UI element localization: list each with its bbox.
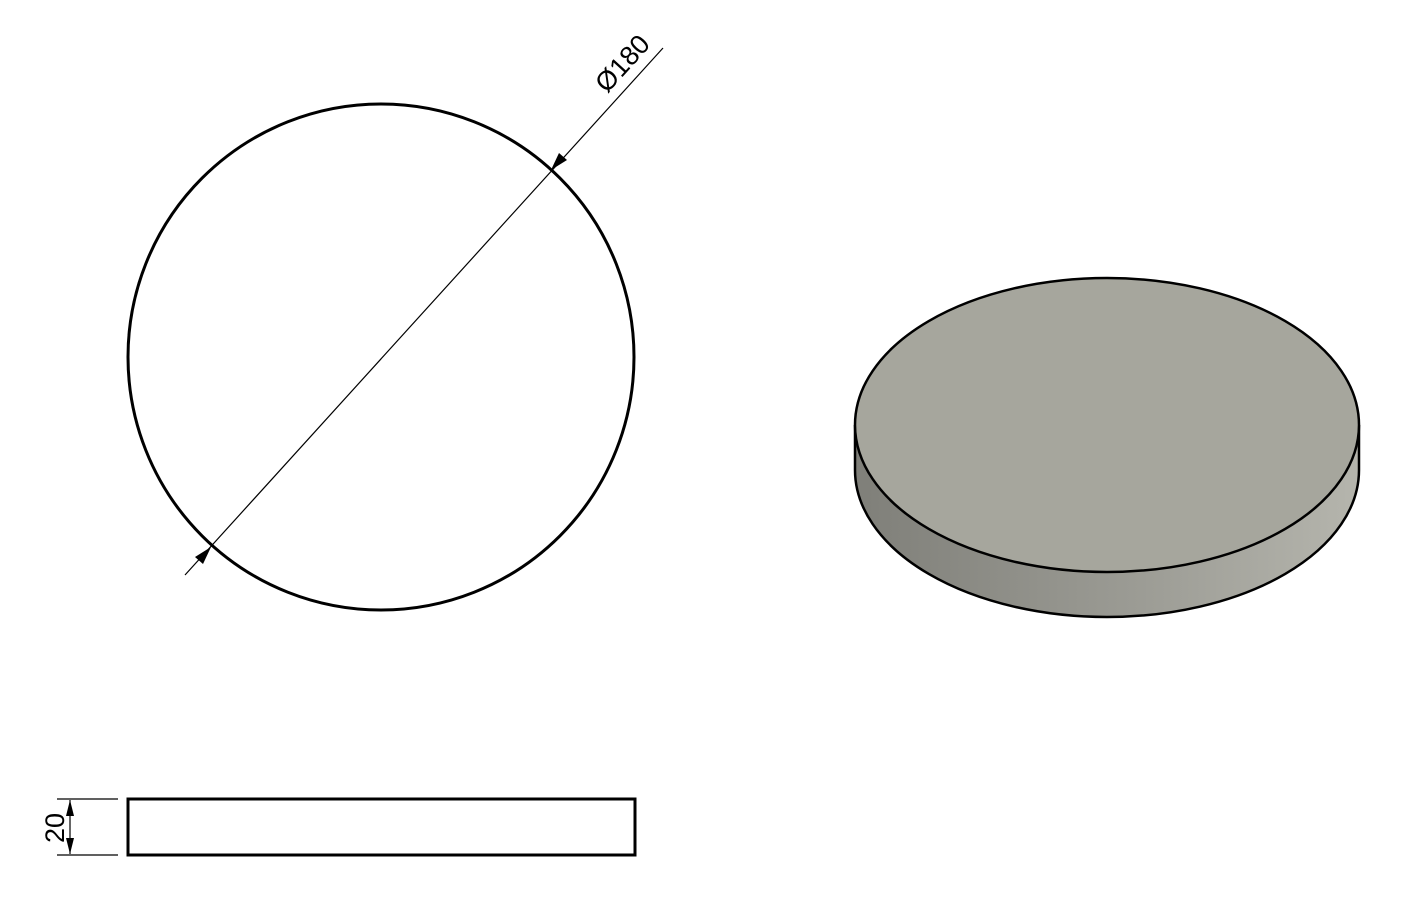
thickness-arrowhead-top bbox=[66, 800, 74, 816]
thickness-arrowhead-bottom bbox=[66, 838, 74, 854]
diameter-dimension-line bbox=[184, 47, 664, 576]
disc-side-rectangle bbox=[126, 797, 637, 857]
top-view: Ø180 bbox=[126, 29, 664, 612]
isometric-view bbox=[853, 276, 1361, 619]
disc-top-face bbox=[853, 276, 1361, 574]
diameter-label: Ø180 bbox=[589, 29, 656, 98]
thickness-label: 20 bbox=[40, 813, 70, 843]
diameter-arrowhead-upper bbox=[551, 153, 567, 170]
diameter-arrowhead-lower bbox=[195, 547, 211, 564]
disc-outline-circle bbox=[126, 102, 636, 612]
side-view: 20 bbox=[40, 797, 637, 857]
disc-bottom-edge bbox=[853, 469, 1361, 619]
disc-side-surface bbox=[855, 425, 1359, 617]
